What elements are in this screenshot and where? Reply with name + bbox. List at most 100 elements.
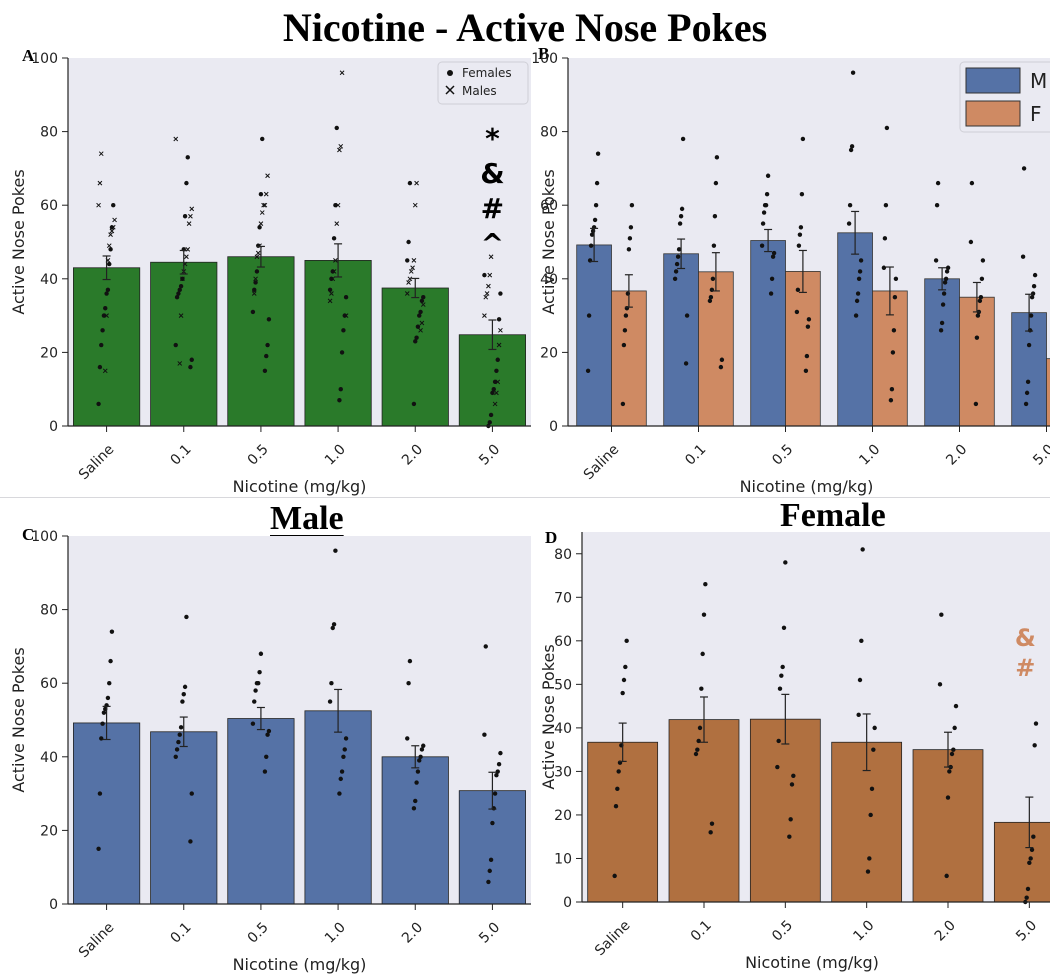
data-point-male bbox=[333, 258, 338, 263]
data-point-male bbox=[498, 327, 503, 333]
data-point-female bbox=[252, 287, 257, 293]
data-point-male bbox=[254, 254, 260, 260]
y-tick-label: 0 bbox=[49, 897, 58, 913]
data-point bbox=[1024, 390, 1030, 396]
data-point-female bbox=[411, 401, 417, 407]
data-point bbox=[593, 203, 599, 208]
data-point-female bbox=[189, 357, 194, 362]
data-point bbox=[182, 684, 188, 690]
data-point bbox=[417, 758, 422, 763]
data-point-female bbox=[174, 295, 180, 300]
data-point-male bbox=[258, 221, 264, 226]
data-point-female bbox=[490, 390, 495, 396]
x-tick-label: 2.0 bbox=[399, 442, 426, 469]
data-point bbox=[699, 686, 704, 691]
data-point bbox=[979, 276, 985, 281]
data-point-male bbox=[343, 313, 349, 318]
data-point bbox=[780, 664, 785, 670]
data-point bbox=[770, 254, 776, 259]
data-point-female bbox=[97, 364, 103, 370]
x-tick-label: 0.1 bbox=[168, 442, 195, 469]
y-tick-label: 20 bbox=[540, 345, 558, 361]
data-point bbox=[974, 335, 980, 340]
data-point bbox=[759, 243, 765, 248]
bar-f bbox=[698, 271, 734, 427]
data-point bbox=[178, 725, 184, 730]
data-point-female bbox=[262, 368, 268, 373]
data-point bbox=[796, 243, 802, 248]
data-point-female bbox=[257, 225, 262, 230]
data-point bbox=[700, 651, 705, 657]
data-point-female bbox=[342, 313, 347, 318]
x-axis-title: Nicotine (mg/kg) bbox=[745, 953, 879, 972]
data-point bbox=[942, 280, 948, 285]
data-point-male bbox=[418, 327, 423, 333]
data-point bbox=[701, 612, 707, 617]
x-tick-label: Saline bbox=[76, 920, 118, 962]
data-point bbox=[262, 769, 268, 774]
data-point bbox=[1028, 856, 1033, 861]
data-point bbox=[256, 681, 261, 686]
data-point-male bbox=[492, 401, 498, 407]
panel-label-d: D bbox=[545, 528, 558, 547]
data-point bbox=[846, 221, 852, 226]
data-point bbox=[623, 313, 629, 318]
data-point-female bbox=[327, 287, 333, 293]
data-point-female bbox=[330, 269, 335, 274]
data-point bbox=[495, 769, 500, 774]
x-tick-label: 0.5 bbox=[245, 920, 272, 947]
data-point-female bbox=[100, 328, 105, 333]
data-point-female bbox=[111, 203, 116, 208]
y-tick-label: 40 bbox=[554, 721, 572, 737]
data-point bbox=[405, 736, 410, 741]
data-point-male bbox=[97, 180, 103, 186]
data-point bbox=[978, 295, 984, 300]
data-point bbox=[1032, 272, 1038, 278]
data-point bbox=[174, 747, 180, 752]
data-point bbox=[892, 295, 898, 300]
data-point bbox=[615, 786, 620, 792]
data-point-male bbox=[335, 202, 341, 208]
data-point bbox=[884, 125, 890, 131]
data-point bbox=[327, 699, 333, 704]
bar bbox=[304, 710, 372, 905]
data-point bbox=[693, 751, 699, 757]
data-point-male bbox=[112, 217, 117, 223]
data-point bbox=[934, 203, 940, 208]
x-tick-label: 1.0 bbox=[322, 920, 349, 947]
data-point bbox=[781, 625, 787, 630]
data-point bbox=[765, 173, 771, 178]
x-tick-label: 1.0 bbox=[322, 442, 349, 469]
data-point bbox=[980, 258, 986, 263]
data-point bbox=[415, 769, 421, 774]
data-point bbox=[787, 834, 792, 839]
panel-label-c: C bbox=[22, 525, 35, 544]
x-axis-title: Nicotine (mg/kg) bbox=[740, 477, 874, 496]
legend-label-m: M bbox=[1030, 69, 1047, 93]
data-point bbox=[857, 677, 863, 683]
data-point bbox=[857, 269, 863, 274]
data-point bbox=[414, 780, 419, 785]
data-point bbox=[779, 673, 784, 678]
data-point bbox=[1032, 743, 1037, 748]
data-point bbox=[421, 743, 426, 748]
data-point bbox=[329, 681, 334, 686]
data-point bbox=[800, 136, 806, 142]
data-point-female bbox=[253, 280, 258, 285]
data-point bbox=[673, 269, 679, 274]
data-point bbox=[498, 750, 503, 756]
y-tick-label: 60 bbox=[554, 634, 572, 650]
y-axis-title: Active Nose Pokes bbox=[539, 169, 558, 314]
data-point-female bbox=[337, 398, 342, 403]
data-point bbox=[791, 773, 796, 778]
data-point bbox=[944, 269, 950, 274]
data-point bbox=[697, 725, 703, 731]
data-point-female bbox=[413, 339, 418, 344]
data-point-male bbox=[180, 276, 185, 282]
data-point-female bbox=[407, 180, 413, 186]
data-point bbox=[947, 769, 952, 774]
data-point bbox=[882, 236, 888, 241]
y-tick-label: 100 bbox=[31, 51, 58, 67]
data-point-male bbox=[329, 291, 334, 296]
data-point bbox=[594, 180, 600, 186]
